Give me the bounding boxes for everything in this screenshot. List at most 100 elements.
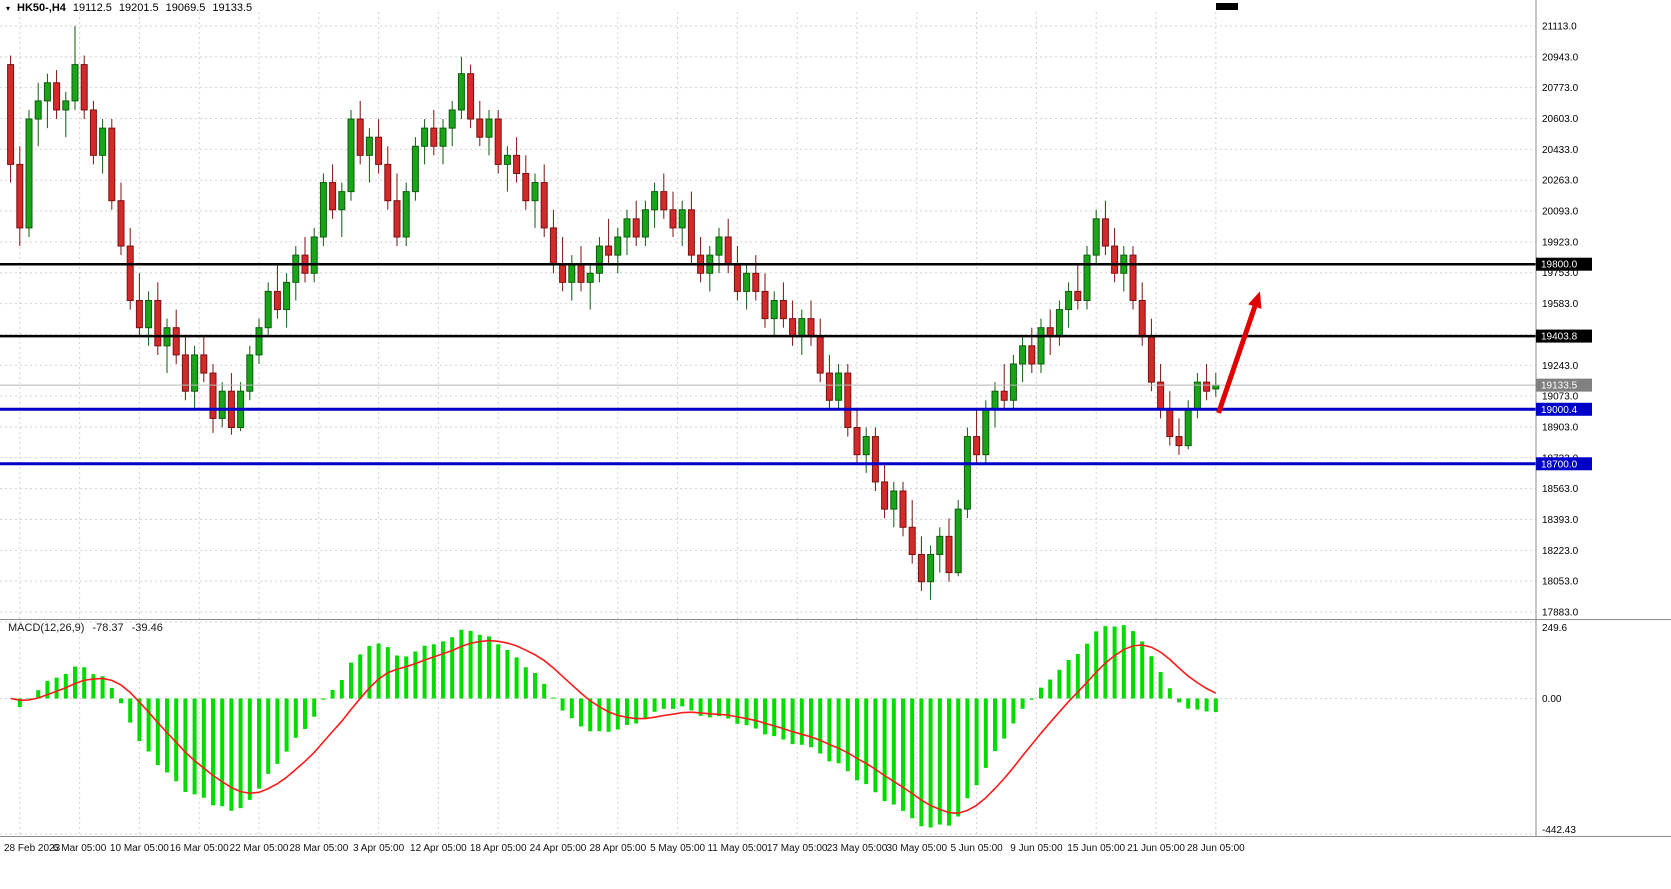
candle-body bbox=[1184, 408, 1192, 447]
candle-body bbox=[660, 191, 668, 211]
candle-body bbox=[651, 191, 659, 211]
candles-layer bbox=[7, 25, 1220, 600]
candle-body bbox=[540, 182, 548, 229]
candle-body bbox=[577, 263, 585, 283]
candle-body bbox=[457, 73, 465, 111]
price-axis-label: 20603.0 bbox=[1542, 114, 1579, 125]
candle-body bbox=[761, 290, 769, 320]
candle-body bbox=[669, 209, 677, 229]
candle-body bbox=[559, 263, 567, 283]
candle-body bbox=[724, 236, 732, 265]
candle-body bbox=[356, 118, 364, 156]
price-axis-label: 18223.0 bbox=[1542, 546, 1579, 557]
candle-body bbox=[641, 209, 649, 238]
candle-body bbox=[890, 490, 898, 510]
price-badge-19000.4: 19000.4 bbox=[1536, 402, 1592, 416]
time-axis-label: 5 May 05:00 bbox=[650, 843, 705, 854]
candle-body bbox=[586, 272, 594, 283]
candle-body bbox=[375, 136, 383, 165]
candle-body bbox=[62, 100, 70, 111]
candle-body bbox=[715, 236, 723, 256]
candle-body bbox=[1203, 381, 1211, 392]
candle-body bbox=[1193, 381, 1201, 410]
time-axis-label: 28 Feb 2023 bbox=[4, 843, 61, 854]
candle-body bbox=[945, 535, 953, 574]
candle-body bbox=[200, 354, 208, 374]
candle-body bbox=[365, 136, 373, 156]
candle-body bbox=[172, 327, 180, 356]
candle-body bbox=[1157, 381, 1165, 410]
candle-body bbox=[752, 272, 760, 292]
candle-body bbox=[844, 372, 852, 428]
candle-body bbox=[43, 82, 51, 102]
candle-body bbox=[743, 272, 751, 292]
time-axis-label: 5 Jun 05:00 bbox=[950, 843, 1003, 854]
price-axis-label: 20433.0 bbox=[1542, 145, 1579, 156]
candle-body bbox=[273, 290, 281, 311]
time-axis-label: 9 Jun 05:00 bbox=[1010, 843, 1063, 854]
candle-body bbox=[209, 372, 217, 419]
candle-body bbox=[7, 64, 15, 165]
price-badge-18700.0: 18700.0 bbox=[1536, 457, 1592, 471]
candle-body bbox=[1175, 436, 1183, 447]
candle-body bbox=[1065, 290, 1073, 311]
time-axis-label: 28 Jun 05:00 bbox=[1187, 843, 1245, 854]
time-axis-label: 18 Apr 05:00 bbox=[470, 843, 527, 854]
candle-body bbox=[1166, 408, 1174, 438]
candle-body bbox=[181, 354, 189, 392]
trend-arrow-annotation[interactable] bbox=[1216, 291, 1262, 414]
candle-body bbox=[1028, 345, 1036, 365]
candle-body bbox=[154, 299, 162, 347]
candle-body bbox=[1147, 336, 1155, 383]
price-axis-label: 20773.0 bbox=[1542, 83, 1579, 94]
symbol-collapse-icon[interactable]: ▾ bbox=[6, 3, 11, 13]
time-axis-label: 6 Mar 05:00 bbox=[53, 843, 107, 854]
candle-body bbox=[338, 191, 346, 211]
price-axis-label: 17883.0 bbox=[1542, 608, 1579, 619]
arrow-shaft[interactable] bbox=[1216, 305, 1258, 414]
arrow-head[interactable] bbox=[1248, 291, 1262, 309]
candle-body bbox=[605, 245, 613, 256]
macd-layer bbox=[10, 625, 1218, 828]
candle-body bbox=[310, 236, 318, 274]
price-axis-label: 18053.0 bbox=[1542, 577, 1579, 588]
candle-body bbox=[1092, 218, 1100, 256]
candle-body bbox=[816, 336, 824, 374]
candle-body bbox=[963, 436, 971, 510]
candle-body bbox=[255, 327, 263, 356]
time-axis-label: 30 May 05:00 bbox=[886, 843, 947, 854]
candle-body bbox=[292, 254, 300, 283]
candle-body bbox=[908, 526, 916, 555]
candle-body bbox=[421, 127, 429, 147]
macd-name: MACD(12,26,9) bbox=[8, 622, 85, 634]
candle-body bbox=[135, 299, 143, 329]
time-axis-label: 24 Apr 05:00 bbox=[530, 843, 587, 854]
candle-body bbox=[1037, 327, 1045, 365]
symbol-info-bar: ▾ HK50-,H4 19112.5 19201.5 19069.5 19133… bbox=[6, 2, 252, 14]
time-axis-label: 17 May 05:00 bbox=[767, 843, 828, 854]
svg-text:19000.4: 19000.4 bbox=[1541, 405, 1578, 416]
candle-body bbox=[1212, 384, 1220, 390]
candle-body bbox=[393, 200, 401, 238]
candle-body bbox=[936, 535, 944, 555]
candle-body bbox=[1000, 390, 1008, 401]
candle-body bbox=[16, 163, 24, 229]
low-value: 19069.5 bbox=[165, 2, 206, 14]
chart-shift-marker[interactable] bbox=[1216, 3, 1238, 10]
time-axis-label: 3 Apr 05:00 bbox=[353, 843, 405, 854]
candle-body bbox=[733, 263, 741, 292]
svg-text:19133.5: 19133.5 bbox=[1541, 381, 1578, 392]
candle-body bbox=[1055, 309, 1063, 338]
time-axis-label: 15 Jun 05:00 bbox=[1067, 843, 1125, 854]
candle-body bbox=[145, 299, 153, 329]
time-axis-label: 12 Apr 05:00 bbox=[410, 843, 467, 854]
candle-body bbox=[568, 263, 576, 283]
candle-body bbox=[1074, 290, 1082, 301]
candle-body bbox=[531, 182, 539, 202]
candle-body bbox=[991, 390, 999, 410]
candle-body bbox=[80, 64, 88, 111]
horizontal-level-lines[interactable] bbox=[0, 262, 1536, 466]
candle-body bbox=[494, 118, 502, 165]
candle-body bbox=[1101, 218, 1109, 247]
